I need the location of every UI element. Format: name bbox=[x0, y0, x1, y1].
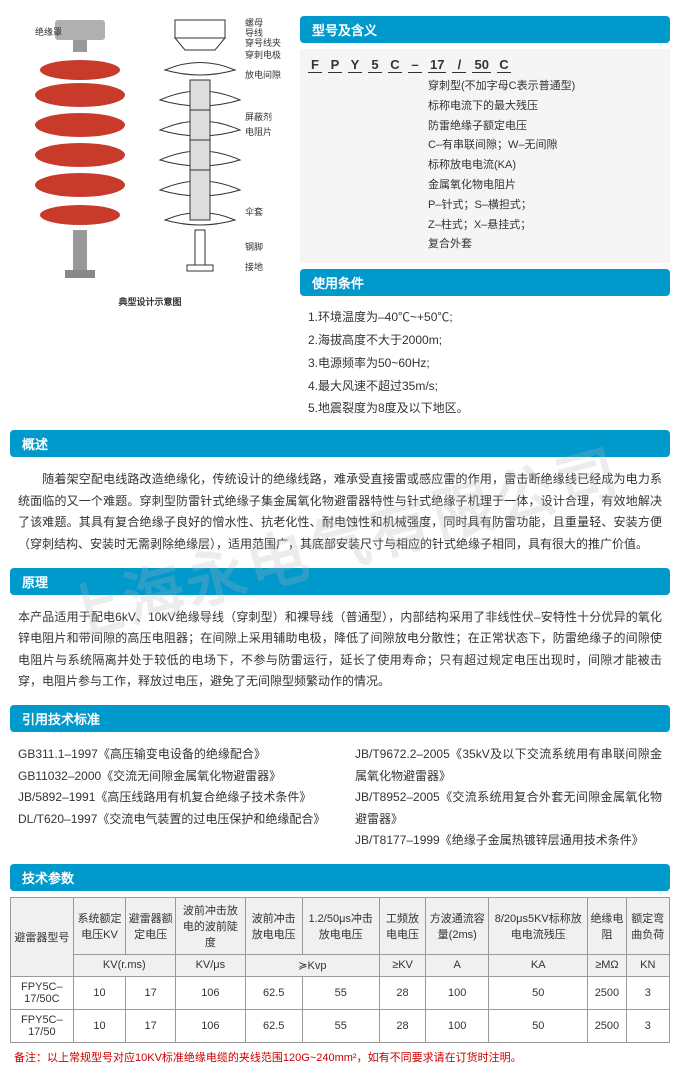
model-code-block: F P Y 5 C – 17 / 50 C 穿刺型(不加字母C表示普通型) 标称… bbox=[300, 49, 670, 263]
svg-text:放电间隙: 放电间隙 bbox=[245, 69, 281, 80]
model-descriptions: 穿刺型(不加字母C表示普通型) 标称电流下的最大残压 防雷绝缘子额定电压 C–有… bbox=[308, 77, 662, 255]
conditions-list: 1.环境温度为–40℃~+50℃; 2.海拔高度不大于2000m; 3.电源频率… bbox=[300, 302, 670, 424]
svg-text:穿刺电极: 穿刺电极 bbox=[245, 49, 281, 60]
table-row: FPY5C–17/50101710662.555281005025003 bbox=[11, 1009, 670, 1042]
principle-text: 本产品适用于配电6kV、10kV绝缘导线（穿刺型）和裸导线（普通型），内部结构采… bbox=[10, 601, 670, 699]
section-tech-params: 技术参数 bbox=[10, 864, 670, 891]
svg-text:屏蔽剂: 屏蔽剂 bbox=[245, 111, 272, 122]
svg-text:伞套: 伞套 bbox=[245, 206, 263, 217]
section-standards: 引用技术标准 bbox=[10, 705, 670, 732]
svg-text:导线: 导线 bbox=[245, 27, 263, 38]
section-principle: 原理 bbox=[10, 568, 670, 595]
table-row: FPY5C–17/50C101710662.555281005025003 bbox=[11, 976, 670, 1009]
standards-list: GB311.1–1997《高压输变电设备的绝缘配合》 GB11032–2000《… bbox=[10, 738, 670, 858]
svg-text:电阻片: 电阻片 bbox=[245, 126, 272, 137]
params-note: 备注：以上常规型号对应10KV标准绝缘电缆的夹线范围120G~240mm²，如有… bbox=[10, 1043, 670, 1071]
svg-text:螺母: 螺母 bbox=[245, 18, 263, 28]
svg-text:绝缘罩: 绝缘罩 bbox=[35, 26, 62, 37]
svg-text:钢脚: 钢脚 bbox=[245, 241, 263, 252]
section-model-meaning: 型号及含义 bbox=[300, 16, 670, 43]
table-header-row: KV(r.ms) KV/μs ≽Kvp ≥KV A KA ≥MΩ KN bbox=[11, 954, 670, 976]
svg-text:典型设计示意图: 典型设计示意图 bbox=[118, 296, 181, 307]
product-diagram: 螺母 导线 穿号线夹 穿刺电极 放电间隙 屏蔽剂 电阻片 伞套 钢脚 接地 绝缘… bbox=[10, 10, 290, 310]
overview-text: 随着架空配电线路改造绝缘化，传统设计的绝缘线路，难承受直接雷或感应雷的作用，雷击… bbox=[10, 463, 670, 561]
model-letters: F P Y 5 C – 17 / 50 C bbox=[308, 57, 662, 73]
section-usage-conditions: 使用条件 bbox=[300, 269, 670, 296]
svg-text:穿号线夹: 穿号线夹 bbox=[245, 37, 281, 48]
section-overview: 概述 bbox=[10, 430, 670, 457]
table-header-row: 避雷器型号 系统额定电压KV 避雷器额定电压 波前冲击放电的波前陡度 波前冲击放… bbox=[11, 897, 670, 954]
svg-text:接地: 接地 bbox=[245, 261, 263, 272]
params-table: 避雷器型号 系统额定电压KV 避雷器额定电压 波前冲击放电的波前陡度 波前冲击放… bbox=[10, 897, 670, 1043]
